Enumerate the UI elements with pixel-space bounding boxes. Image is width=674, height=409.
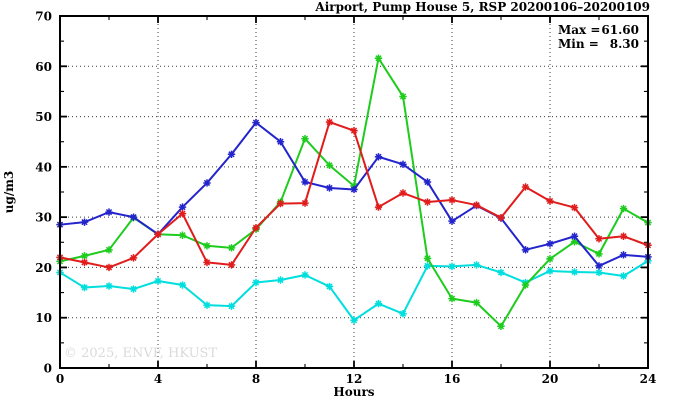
max-annotation-value: 61.60 <box>601 23 639 37</box>
y-tick-label: 20 <box>35 261 52 275</box>
x-tick-labels: 0 4 8 12 16 20 24 <box>56 372 657 386</box>
x-tick-label: 8 <box>252 372 260 386</box>
chart-title: Airport, Pump House 5, RSP 20200106–2020… <box>314 0 650 14</box>
x-axis-label: Hours <box>333 385 374 399</box>
y-tick-label: 50 <box>35 110 52 124</box>
y-tick-label: 60 <box>35 60 52 74</box>
x-tick-label: 4 <box>154 372 162 386</box>
watermark: © 2025, ENVF, HKUST <box>64 346 217 361</box>
x-tick-label: 20 <box>542 372 559 386</box>
cyan-series <box>56 257 652 324</box>
min-annotation-value: 8.30 <box>610 37 639 51</box>
x-tick-label: 12 <box>346 372 363 386</box>
cyan-series-line <box>59 260 649 322</box>
red-series-line <box>59 121 649 269</box>
y-tick-label: 10 <box>35 311 52 325</box>
max-annotation-label: Max = <box>558 23 600 37</box>
y-tick-label: 0 <box>44 362 52 376</box>
y-tick-label: 70 <box>35 10 52 24</box>
x-tick-label: 0 <box>56 372 64 386</box>
plot-frame <box>59 15 649 369</box>
y-axis-label: ug/m3 <box>2 171 16 214</box>
y-tick-label: 40 <box>35 160 52 174</box>
x-tick-label: 24 <box>640 372 657 386</box>
y-tick-labels: 0 10 20 30 40 50 60 70 <box>35 10 52 376</box>
x-tick-label: 16 <box>444 372 461 386</box>
cyan-series-markers <box>56 257 652 324</box>
y-tick-label: 30 <box>35 211 52 225</box>
min-annotation-label: Min = <box>558 37 599 51</box>
plot-area: 0 4 8 12 16 20 24 0 10 20 30 40 50 60 70 <box>35 10 656 387</box>
